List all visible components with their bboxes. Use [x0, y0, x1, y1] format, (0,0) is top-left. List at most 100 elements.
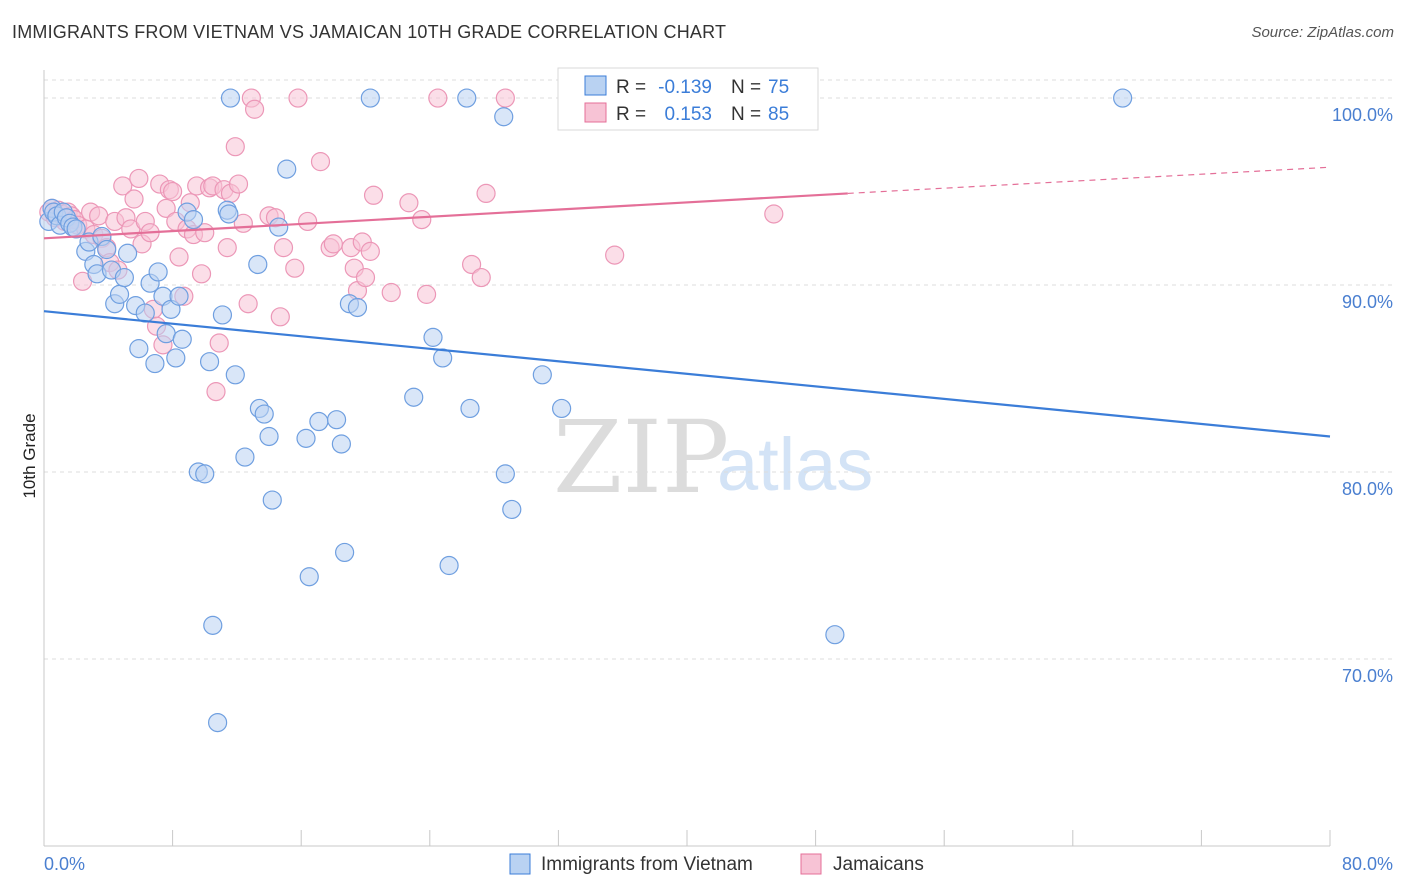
y-tick-labels: 100.0% 90.0% 80.0% 70.0%	[1332, 105, 1393, 686]
vietnam-point-57	[335, 542, 355, 563]
vietnam-point-59	[347, 297, 368, 318]
jamaicans-point-32	[156, 198, 176, 218]
stats-n-label-2: N =	[731, 104, 761, 125]
legend-swatch-vietnam	[509, 853, 531, 875]
vietnam-point-55	[326, 410, 347, 430]
watermark-zip: ZIP	[553, 399, 729, 516]
y-tick-label-2: 80.0%	[1342, 479, 1393, 499]
jamaicans-point-66	[323, 234, 343, 254]
vietnam-point-60	[360, 88, 380, 108]
vietnam-point-30	[166, 348, 186, 368]
watermark: ZIP atlas	[553, 399, 873, 516]
trend-line-jamaicans-extrapolated	[847, 166, 1331, 195]
vietnam-point-36	[195, 464, 215, 484]
y-tick-label-0: 100.0%	[1332, 105, 1393, 125]
legend-label-vietnam: Immigrants from Vietnam	[541, 854, 753, 875]
jamaicans-point-63	[298, 211, 318, 232]
jamaicans-point-80	[471, 267, 491, 288]
jamaicans-point-78	[428, 88, 448, 108]
chart-title: IMMIGRANTS FROM VIETNAM VS JAMAICAN 10TH…	[12, 22, 727, 42]
jamaicans-point-60	[273, 238, 294, 258]
vietnam-point-62	[423, 327, 443, 347]
vietnam-point-61	[404, 387, 424, 407]
vietnam-point-42	[220, 88, 241, 108]
jamaicans-point-49	[217, 238, 237, 258]
vietnam-points	[39, 88, 1133, 733]
jamaicans-point-64	[310, 152, 331, 172]
vietnam-point-52	[296, 428, 316, 448]
jamaicans-point-76	[412, 209, 432, 230]
jamaicans-point-71	[355, 267, 376, 288]
stats-r-value-2: 0.153	[664, 104, 712, 125]
vietnam-point-19	[114, 267, 134, 288]
vietnam-point-34	[183, 209, 204, 230]
vietnam-point-44	[235, 447, 255, 467]
vietnam-point-70	[532, 365, 552, 385]
x-tick-label-min: 0.0%	[44, 854, 85, 874]
vietnam-point-67	[494, 107, 514, 127]
jamaicans-point-42	[191, 264, 212, 284]
vietnam-point-9	[66, 219, 86, 239]
watermark-atlas: atlas	[717, 423, 873, 506]
vietnam-point-72	[825, 625, 845, 645]
jamaicans-point-61	[285, 258, 305, 278]
stats-box: R = -0.139 N = 75 R = 0.153 N = 85	[557, 67, 819, 131]
y-tick-label-3: 70.0%	[1342, 666, 1393, 686]
jamaicans-point-72	[360, 241, 380, 261]
vietnam-point-25	[145, 353, 165, 374]
trend-line-vietnam	[43, 310, 1331, 438]
jamaicans-point-82	[495, 88, 515, 108]
vietnam-point-73	[1113, 88, 1133, 108]
y-tick-label-1: 90.0%	[1342, 292, 1393, 312]
jamaicans-point-83	[605, 245, 625, 265]
jamaicans-point-54	[238, 294, 258, 314]
source-label: Source: ZipAtlas.com	[1251, 24, 1394, 41]
stats-n-value-1: 75	[768, 77, 789, 98]
vietnam-point-50	[269, 217, 289, 237]
vietnam-point-28	[156, 324, 176, 344]
legend: Immigrants from Vietnam Jamaicans	[509, 853, 924, 875]
stats-r-label-2: R =	[616, 104, 646, 125]
jamaicans-point-51	[225, 137, 245, 157]
legend-swatch-jamaicans	[800, 853, 822, 875]
jamaicans-point-73	[363, 185, 384, 205]
stats-n-label-1: N =	[731, 77, 761, 98]
y-axis-label: 10th Grade	[20, 413, 39, 498]
vietnam-point-48	[259, 426, 279, 447]
stats-n-value-2: 85	[768, 104, 789, 125]
jamaicans-point-84	[764, 204, 784, 224]
stats-r-value-1: -0.139	[658, 77, 712, 98]
vietnam-point-39	[208, 712, 228, 733]
jamaicans-points	[39, 88, 784, 402]
jamaicans-point-62	[288, 88, 308, 108]
jamaicans-point-74	[381, 282, 401, 303]
jamaicans-point-81	[476, 183, 496, 204]
jamaicans-point-47	[209, 333, 229, 353]
vietnam-point-56	[331, 434, 351, 454]
trend-line-jamaicans	[43, 192, 848, 240]
jamaicans-point-14	[89, 206, 109, 226]
x-tick-label-max: 80.0%	[1342, 854, 1393, 874]
jamaicans-point-46	[206, 382, 226, 402]
vietnam-point-31	[169, 286, 189, 306]
vietnam-point-18	[109, 284, 130, 304]
jamaicans-point-20	[113, 176, 133, 196]
vietnam-point-32	[172, 329, 192, 349]
jamaicans-point-56	[244, 99, 265, 119]
vietnam-point-69	[502, 499, 522, 520]
stats-swatch-blue	[584, 75, 607, 96]
vietnam-point-22	[129, 339, 149, 359]
jamaicans-point-59	[270, 307, 290, 327]
vietnam-point-74	[219, 204, 239, 224]
vietnam-point-54	[309, 411, 329, 432]
vietnam-point-49	[262, 490, 282, 510]
vietnam-point-43	[225, 365, 245, 385]
jamaicans-point-75	[399, 193, 419, 213]
vietnam-point-15	[97, 239, 117, 260]
jamaicans-point-36	[169, 247, 189, 267]
jamaicans-point-23	[124, 189, 144, 209]
vietnam-point-71	[552, 398, 572, 419]
jamaicans-point-77	[416, 284, 437, 304]
stats-swatch-pink	[584, 102, 607, 123]
jamaicans-point-79	[461, 254, 482, 275]
